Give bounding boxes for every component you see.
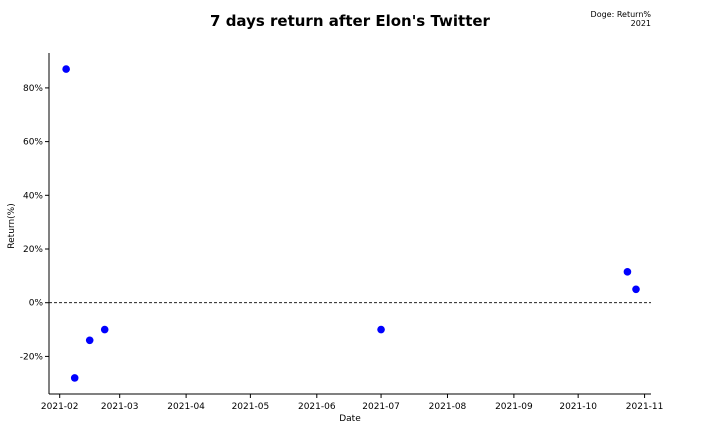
y-tick-label: 60%: [23, 138, 43, 148]
data-point: [85, 336, 94, 345]
data-point: [377, 325, 385, 334]
x-tick-label: 2021-09: [495, 402, 533, 412]
x-tick-label: 2021-03: [101, 402, 139, 412]
x-tick-label: 2021-05: [232, 402, 270, 412]
plot-area: -20% 0% 20% 40% 60% 80% 2021-02 2021-03 2021-04 2…: [20, 53, 664, 412]
y-axis-label: Return(%): [7, 203, 17, 248]
data-point: [623, 268, 632, 276]
x-axis-label: Date: [339, 414, 361, 424]
data-point: [62, 65, 70, 73]
y-tick-label: -20%: [20, 352, 44, 362]
x-tick-label: 2021-10: [559, 402, 597, 412]
y-tick-label: 20%: [23, 245, 43, 255]
x-tick-label: 2021-08: [429, 402, 467, 412]
x-tick-label: 2021-07: [362, 402, 400, 412]
corner-annotation-line1: Doge: Return%: [591, 10, 652, 19]
data-point: [632, 285, 640, 294]
data-point: [70, 374, 79, 382]
x-tick-label: 2021-11: [626, 402, 664, 412]
x-tick-label: 2021-02: [41, 402, 79, 412]
y-tick-label: 0%: [29, 299, 44, 309]
chart-title: 7 days return after Elon's Twitter: [210, 12, 491, 30]
corner-annotation-line2: 2021: [631, 19, 651, 28]
data-point: [100, 325, 109, 334]
x-tick-label: 2021-06: [298, 402, 336, 412]
y-tick-label: 40%: [23, 191, 43, 201]
y-tick-label: 80%: [23, 84, 43, 94]
x-tick-label: 2021-04: [167, 402, 205, 412]
